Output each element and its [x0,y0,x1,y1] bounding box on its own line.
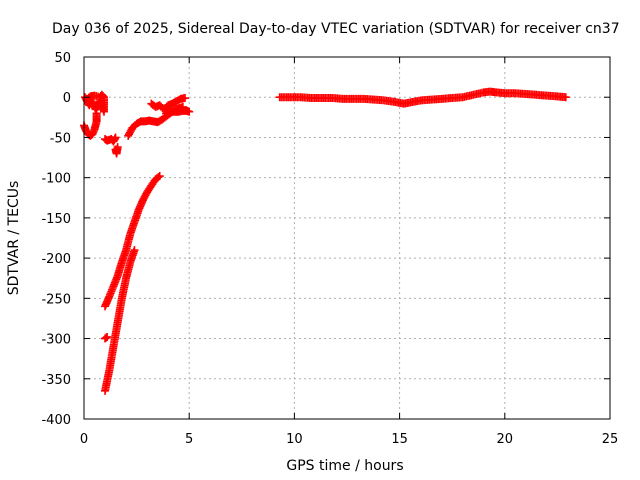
x-tick-label: 5 [185,432,193,447]
y-tick-label: -350 [41,373,71,388]
data-point-marker [561,93,570,102]
x-tick-label: 0 [80,432,88,447]
data-point-marker [113,143,122,152]
data-point-marker [130,246,139,255]
data-layer [80,87,570,395]
data-point-marker [185,107,194,116]
data-point-marker [154,173,163,182]
chart-title: Day 036 of 2025, Sidereal Day-to-day VTE… [52,21,620,37]
y-tick-label: -300 [41,333,71,348]
data-point-marker [111,133,120,142]
y-tick-label: -150 [41,212,71,227]
x-tick-label: 25 [602,432,619,447]
y-tick-label: -400 [41,413,71,428]
data-point-marker [155,172,164,181]
tick-layer: 0 5 10 15 20 25 50 0 -50 -100 -150 -200 -250 -300 -350… [41,51,618,447]
y-tick-label: 50 [54,51,71,66]
data-point-marker [180,94,189,103]
x-tick-label: 10 [286,432,303,447]
plot-frame [83,56,611,420]
x-tick-label: 15 [391,432,408,447]
y-tick-label: -100 [41,172,71,187]
y-axis-title: SDTVAR / TECUs [6,181,22,296]
data-point-marker [103,332,112,341]
x-tick-label: 20 [497,432,514,447]
x-axis-title: GPS time / hours [286,458,403,474]
y-tick-label: -250 [41,292,71,307]
y-tick-label: -50 [50,131,71,146]
grid-layer [84,57,610,419]
y-tick-label: 0 [63,91,71,106]
y-tick-label: -200 [41,252,71,267]
data-point-marker [102,333,111,342]
